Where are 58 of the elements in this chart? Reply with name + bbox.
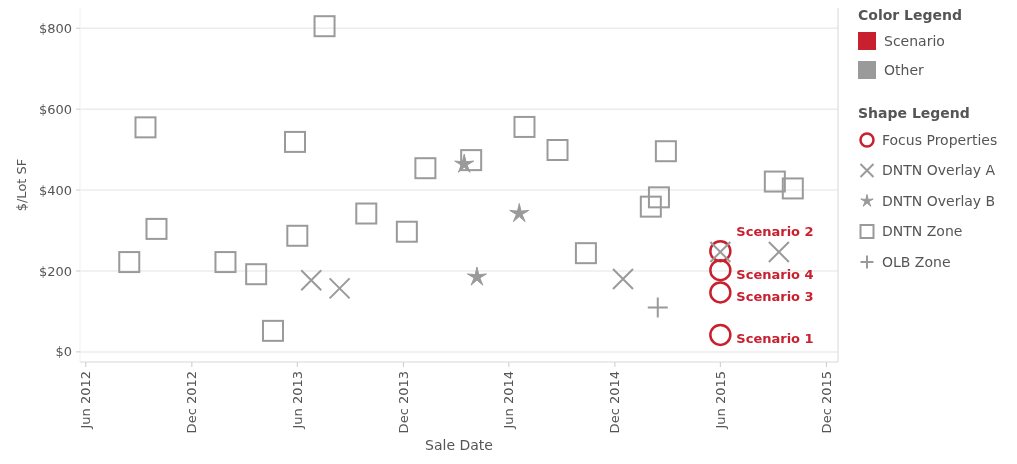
point <box>460 149 483 172</box>
point <box>261 319 284 342</box>
x-tick-label: Jun 2014 <box>501 371 517 430</box>
point <box>466 266 487 286</box>
point <box>709 258 732 282</box>
point <box>355 202 378 225</box>
point <box>781 177 804 200</box>
y-tick-label: $200 <box>38 263 72 279</box>
point <box>145 217 168 240</box>
legend-title: Shape Legend <box>858 105 970 121</box>
point <box>118 251 141 274</box>
point <box>395 220 418 243</box>
legend-label: OLB Zone <box>882 253 951 270</box>
data-label: Scenario 3 <box>736 288 814 304</box>
point <box>414 157 437 180</box>
point <box>300 269 323 292</box>
legend-label: Focus Properties <box>882 131 998 148</box>
point <box>245 263 268 286</box>
point <box>513 115 536 138</box>
x-axis-title: Sale Date <box>425 437 493 453</box>
data-label: Scenario 2 <box>736 223 814 239</box>
point <box>284 130 306 153</box>
text: Color Legend <box>858 7 963 23</box>
y-axis-title: $/Lot SF <box>14 158 29 212</box>
y-tick-label: $0 <box>55 344 72 360</box>
x-tick-label: Dec 2013 <box>395 371 411 434</box>
point <box>654 140 677 163</box>
y-tick-label: $400 <box>38 182 72 198</box>
point <box>328 277 351 300</box>
point <box>639 195 662 218</box>
point <box>574 242 597 265</box>
legend-label: DNTN Zone <box>882 223 963 240</box>
point <box>767 240 790 263</box>
point <box>214 251 237 274</box>
data-label: Scenario 4 <box>736 266 814 282</box>
text: Scenario <box>884 32 945 49</box>
x-tick-label: Dec 2012 <box>184 371 200 434</box>
x-tick-label: Dec 2015 <box>818 371 834 434</box>
legend-label: DNTN Overlay A <box>882 162 996 179</box>
point <box>709 323 732 347</box>
data-label: Scenario 1 <box>736 331 814 347</box>
point <box>546 139 569 162</box>
legend-label: DNTN Overlay B <box>882 192 996 209</box>
point <box>509 203 530 223</box>
x-tick-label: Jun 2013 <box>289 371 305 430</box>
x-tick-label: Dec 2014 <box>607 371 623 434</box>
point <box>286 224 309 247</box>
point <box>134 116 157 139</box>
point <box>709 281 732 304</box>
y-tick-label: $800 <box>38 20 72 36</box>
point <box>313 15 336 38</box>
point <box>612 268 634 291</box>
point <box>763 170 786 193</box>
text: Other <box>884 61 924 78</box>
x-tick-label: Jun 2012 <box>78 371 94 430</box>
point <box>647 186 670 209</box>
x-tick-label: Jun 2015 <box>712 371 728 430</box>
y-tick-label: $600 <box>38 101 72 117</box>
